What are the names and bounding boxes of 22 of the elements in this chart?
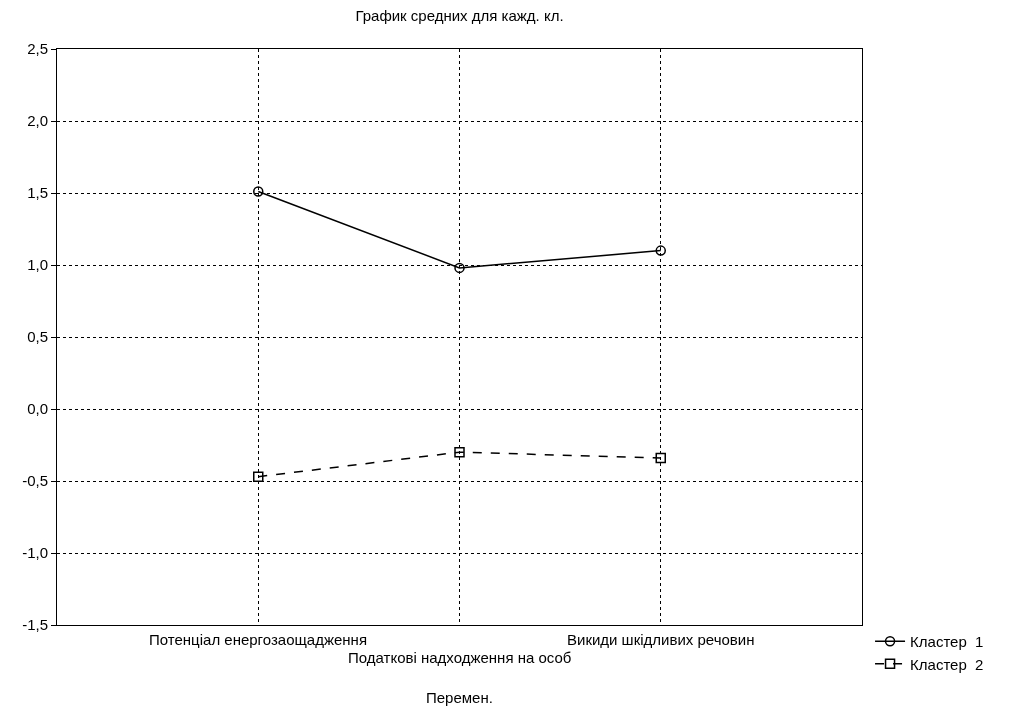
y-tick-label: 1,5 — [27, 184, 48, 202]
x-tick-label: Потенціал енергозаощадження — [149, 631, 367, 648]
point — [655, 245, 666, 256]
y-tick-label: 1,0 — [27, 256, 48, 274]
y-tick-label: 2,5 — [27, 40, 48, 58]
y-tick-label: 0,5 — [27, 328, 48, 346]
y-tick-label: -1,5 — [22, 616, 48, 634]
legend-label: Кластер 1 — [910, 633, 984, 651]
x-tick-label: Викиди шкідливих речовин — [567, 631, 755, 648]
point — [454, 446, 465, 458]
legend-label: Кластер 2 — [910, 655, 984, 673]
point — [655, 452, 666, 464]
y-tick-label: 2,0 — [27, 112, 48, 130]
x-tick-label: Податкові надходження на особ — [348, 649, 572, 666]
y-tick-label: -0,5 — [22, 472, 48, 490]
x-axis-title: Перемен. — [426, 689, 493, 706]
point — [454, 262, 465, 274]
y-tick-label: 0,0 — [27, 400, 48, 418]
point — [253, 471, 264, 482]
chart-title: График средних для кажд. кл. — [355, 7, 564, 25]
point — [253, 186, 264, 197]
y-tick-label: -1,0 — [22, 544, 48, 562]
